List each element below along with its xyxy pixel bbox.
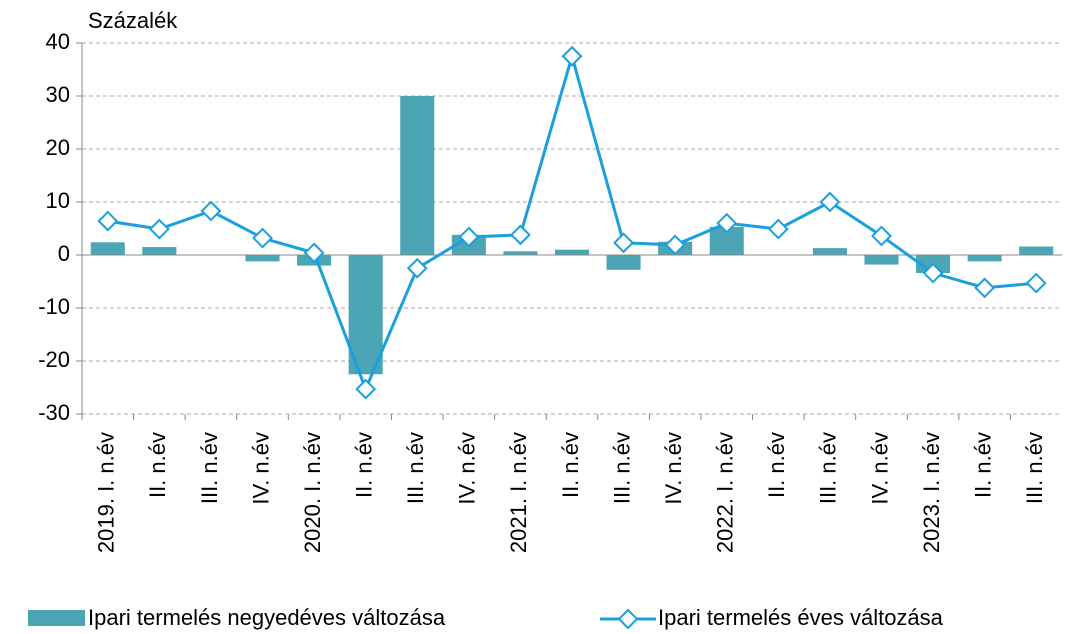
y-tick-label: 10 <box>46 188 70 213</box>
bar <box>812 248 847 255</box>
bar <box>1019 246 1054 255</box>
line-marker <box>1025 272 1047 294</box>
line-marker <box>97 210 119 232</box>
x-tick-label: III. n.év <box>1022 432 1047 504</box>
x-tick-label: II. n.év <box>970 432 995 498</box>
x-tick-label: III. n.év <box>609 432 634 504</box>
x-tick-label: II. n.év <box>351 432 376 498</box>
y-tick-label: -20 <box>38 347 70 372</box>
x-tick-label: IV. n.év <box>867 432 892 505</box>
line-marker <box>458 226 480 248</box>
x-tick-label: 2019. I. n.év <box>94 432 119 553</box>
line-marker <box>406 257 428 279</box>
y-tick-label: 0 <box>58 241 70 266</box>
line-marker <box>355 378 377 400</box>
y-tick-label: -30 <box>38 400 70 425</box>
line-marker <box>871 225 892 247</box>
x-tick-label: 2022. I. n.év <box>713 432 738 553</box>
line-marker <box>148 218 170 240</box>
x-tick-label: 2021. I. n.év <box>506 432 531 553</box>
line-marker <box>510 224 531 246</box>
bar <box>90 242 125 255</box>
x-tick-label: III. n.év <box>816 432 841 504</box>
legend-swatch <box>617 608 639 630</box>
line-marker <box>664 234 686 256</box>
x-tick-label: IV. n.év <box>248 432 273 505</box>
x-tick-label: IV. n.év <box>455 432 480 505</box>
x-tick-label: II. n.év <box>558 432 583 498</box>
y-tick-label: 40 <box>46 29 70 54</box>
line-marker <box>252 227 273 249</box>
x-tick-label: II. n.év <box>764 432 789 498</box>
bar <box>967 255 1002 262</box>
legend-swatch <box>28 610 85 626</box>
line-marker <box>767 218 789 240</box>
bar <box>142 247 177 255</box>
y-axis-label: Százalék <box>88 8 178 33</box>
line-marker <box>613 232 634 254</box>
line-marker <box>819 191 841 213</box>
x-tick-label: II. n.év <box>145 432 170 498</box>
line-marker <box>716 212 738 234</box>
bar <box>606 255 641 270</box>
line <box>107 50 1037 394</box>
bar <box>554 249 590 255</box>
line-marker <box>303 242 325 264</box>
bar <box>503 251 538 255</box>
legend-label: Ipari termelés negyedéves változása <box>88 605 446 630</box>
x-tick-label: 2020. I. n.év <box>300 432 325 553</box>
bar <box>245 255 280 262</box>
legend-label: Ipari termelés éves változása <box>658 605 944 630</box>
y-tick-label: 30 <box>46 82 70 107</box>
bar <box>348 255 383 375</box>
line-marker <box>922 262 944 284</box>
line-marker <box>974 277 996 299</box>
line-marker <box>200 200 222 222</box>
y-tick-label: 20 <box>46 135 70 160</box>
x-tick-label: IV. n.év <box>661 432 686 505</box>
line-marker <box>561 45 583 67</box>
x-tick-label: III. n.év <box>403 432 428 504</box>
x-tick-label: III. n.év <box>197 432 222 504</box>
x-tick-label: 2023. I. n.év <box>919 432 944 553</box>
y-tick-label: -10 <box>38 294 70 319</box>
bar <box>400 96 435 255</box>
bar <box>864 255 899 265</box>
